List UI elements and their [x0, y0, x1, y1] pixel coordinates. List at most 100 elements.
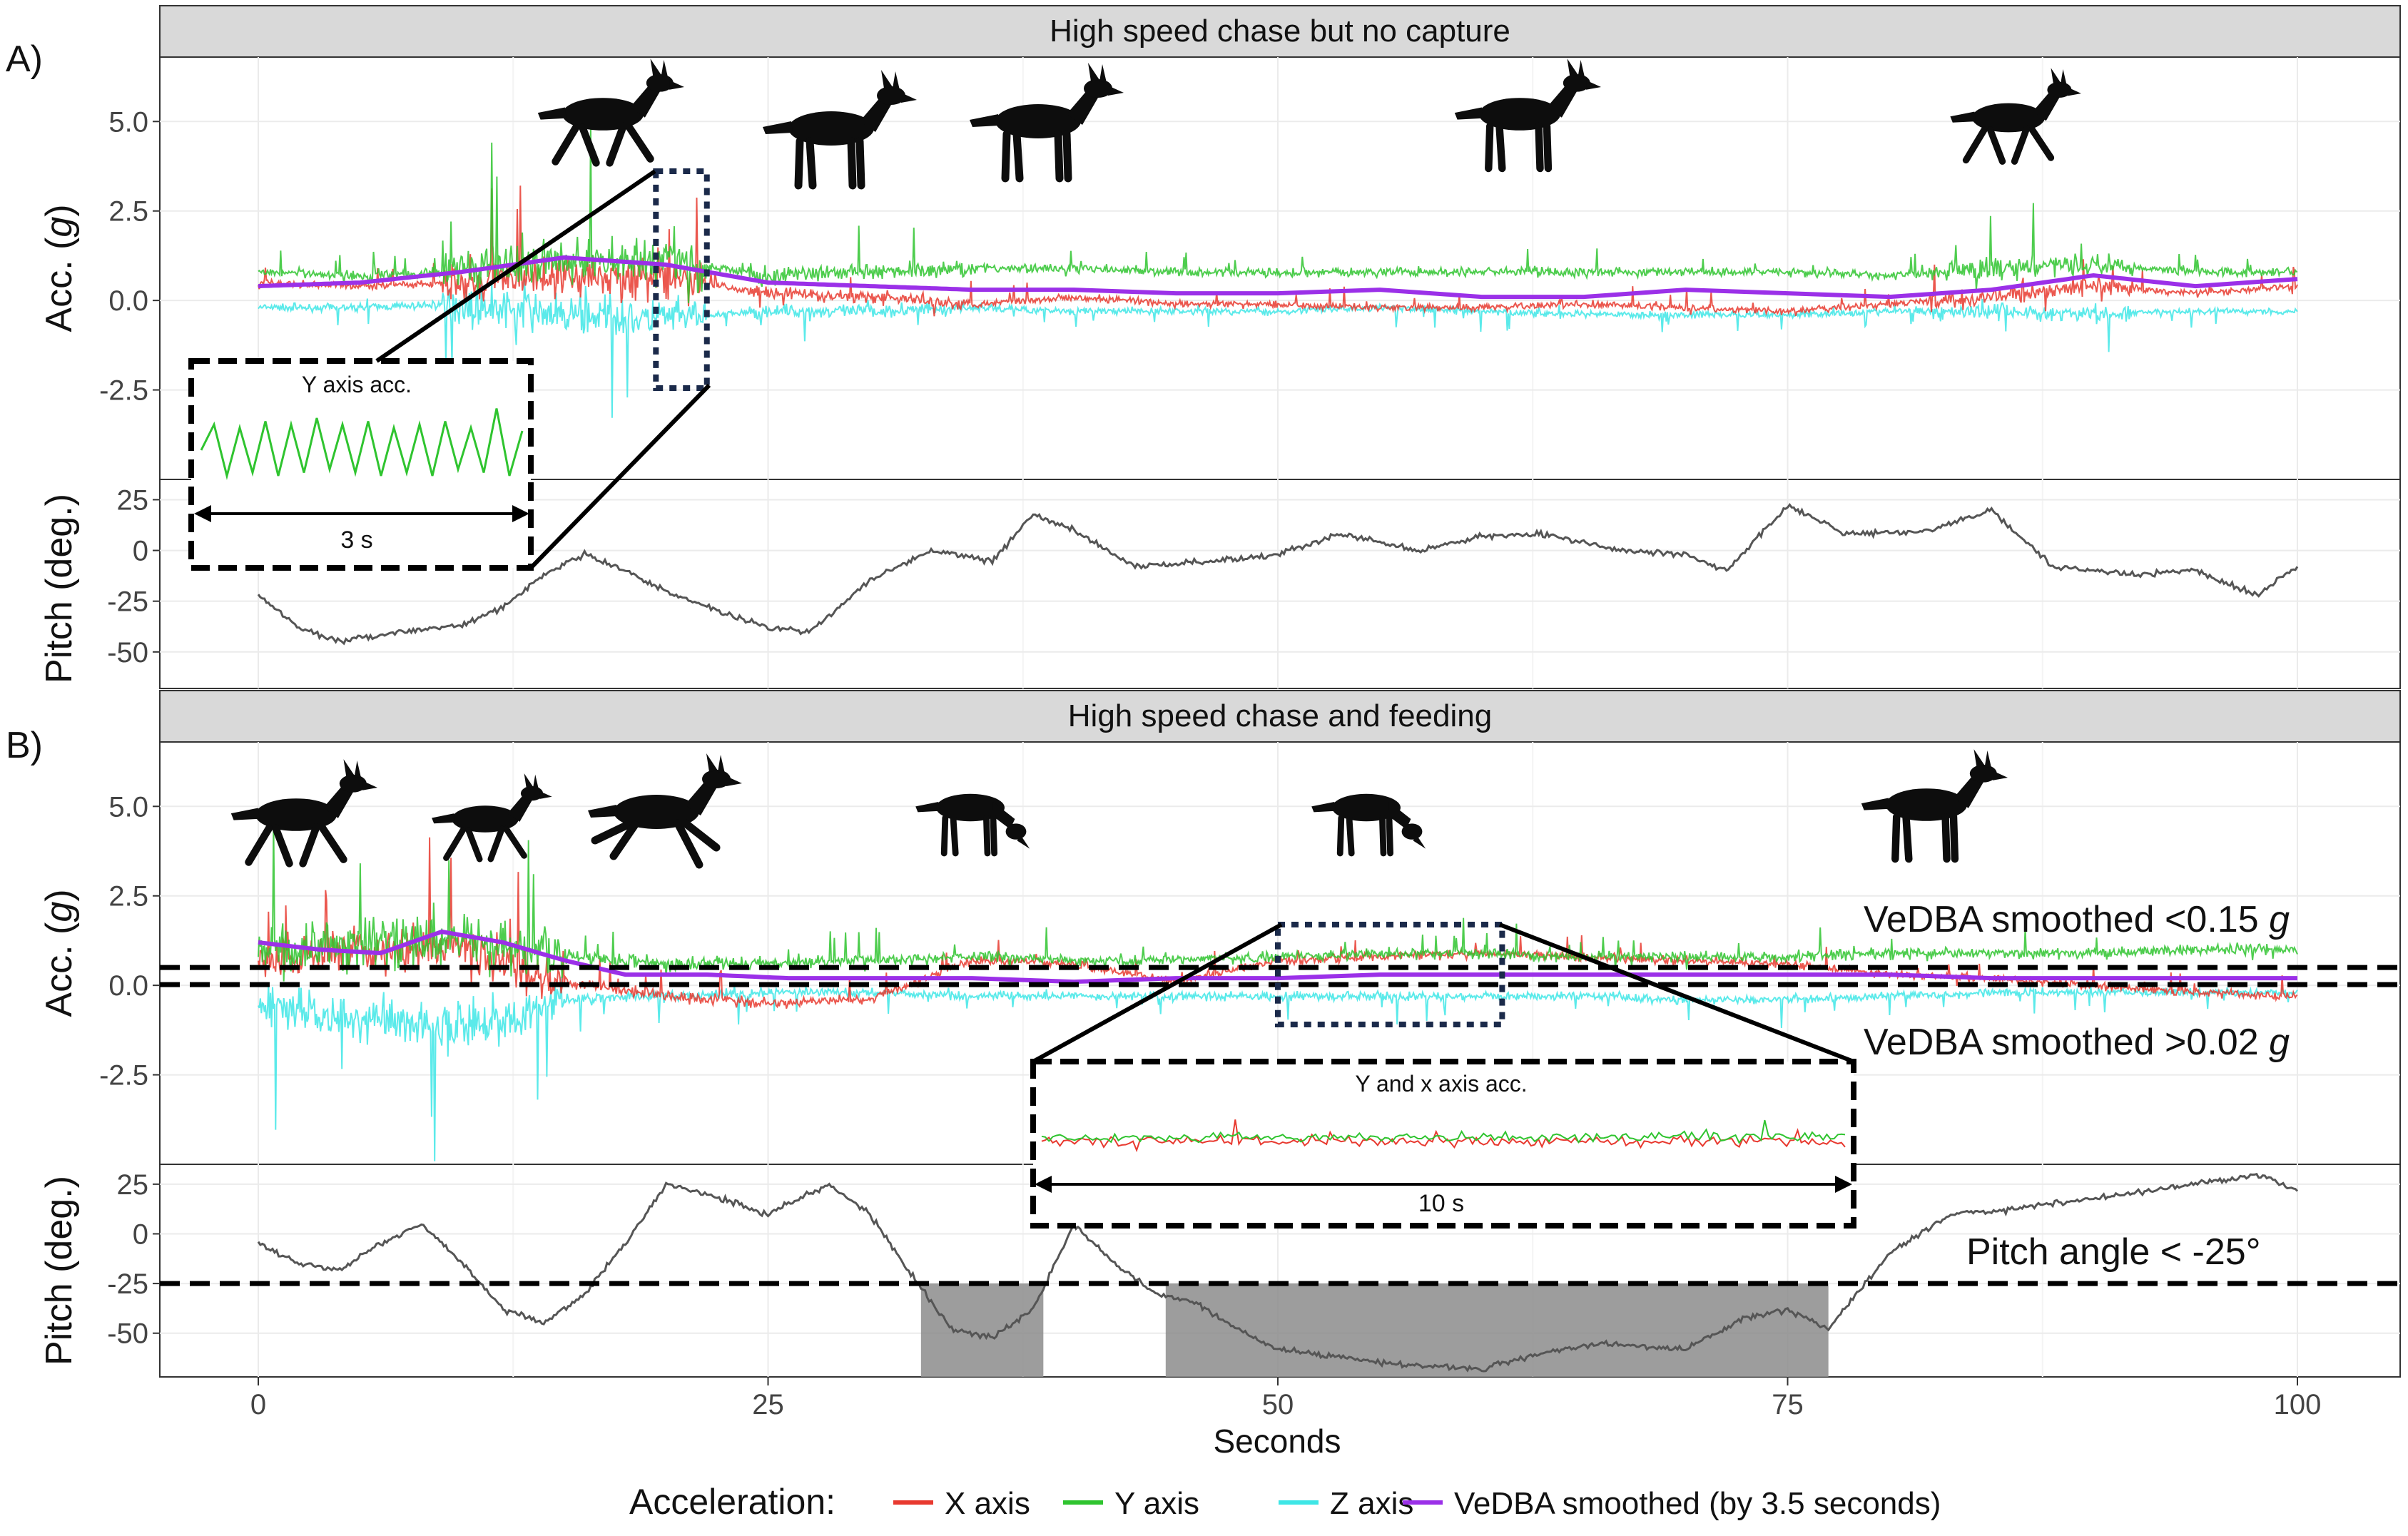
dog-leg [1941, 813, 1951, 863]
dog-leg [1386, 815, 1394, 857]
x-ticks: 0 25 50 75 100 [250, 1377, 2322, 1420]
dog-walking-icon [970, 63, 1124, 183]
dog-snout [1586, 80, 1601, 90]
dog-leg [1535, 122, 1544, 173]
y-tick-label: -50 [107, 637, 148, 668]
legend-item-label: X axis [945, 1486, 1030, 1521]
threshold-label-upper: VeDBA smoothed <0.15 g [1864, 899, 2290, 940]
dog-ear [661, 60, 669, 78]
dog-tail [432, 813, 455, 824]
dog-running-icon [432, 773, 552, 863]
dog-snout [2068, 87, 2081, 96]
dog-ear [1973, 749, 1985, 767]
threshold-label-pitch: Pitch angle < -25° [1966, 1231, 2261, 1273]
dog-ear [343, 759, 355, 777]
dog-snout [1108, 86, 1124, 96]
dog-leg [552, 123, 580, 166]
x-tick-label: 0 [250, 1389, 266, 1420]
dog-ear [1578, 60, 1585, 78]
pitch-line-b [257, 1172, 2299, 1373]
y-tick-label: 0.0 [108, 970, 148, 1002]
dog-running-icon [230, 759, 377, 868]
dog-neck [630, 83, 663, 118]
x-tick-label: 100 [2274, 1389, 2322, 1420]
inset-x-axis-trace [1041, 1119, 1846, 1153]
dog-standing-icon [1454, 59, 1601, 173]
dog-ear [2051, 68, 2061, 84]
dog-leg [1346, 815, 1355, 857]
dog-leg [245, 824, 273, 866]
dog-head [646, 73, 674, 92]
dog-ear [893, 71, 900, 90]
dog-leg [1379, 815, 1387, 857]
dog-leg [1495, 122, 1506, 173]
dog-ear [718, 755, 725, 773]
y-ticks-a-pitch: 25 0 -25 -50 [107, 484, 160, 668]
dog-leg [855, 137, 865, 190]
arrow-head-left [194, 505, 211, 522]
y-tick-label: 2.5 [108, 881, 148, 912]
dog-leg [806, 137, 817, 190]
y-tick-label: 25 [117, 1169, 149, 1201]
dog-walking-icon [763, 70, 917, 190]
dog-head [1005, 823, 1027, 840]
pitch-series [257, 502, 2299, 646]
dog-leg [1054, 130, 1064, 183]
dog-leg [503, 825, 527, 859]
dog-leg [272, 824, 293, 868]
zoom-box-b [1275, 922, 1505, 1027]
dog-leg [950, 815, 959, 857]
dog-ear [1984, 751, 1992, 768]
z-axis-series [258, 278, 2298, 418]
vedba-smoothed-series [258, 255, 2298, 300]
inset-y-axis-trace [1041, 1119, 1846, 1144]
y-tick-label: 5.0 [108, 106, 148, 138]
dog-leg [847, 137, 857, 190]
dog-leg [591, 820, 632, 845]
dog-snout [901, 93, 917, 103]
dog-body [562, 98, 644, 131]
inset-duration-a: 3 s [340, 527, 372, 554]
dog-snout [539, 791, 552, 799]
dog-snout [726, 776, 742, 786]
dog-neck [323, 784, 356, 818]
dog-ear [354, 761, 362, 778]
dog-ear [1088, 63, 1099, 81]
x-tick-label: 25 [752, 1389, 784, 1420]
x-axis-series [258, 185, 2298, 317]
dog-body [1479, 98, 1560, 131]
y-axis-series [258, 821, 2298, 982]
inset-title-b: Y and x axis acc. [1355, 1071, 1527, 1097]
dog-leg [1986, 126, 2006, 165]
zoom-callout-b: Y and x axis acc. 10 s [1030, 922, 1856, 1229]
dog-tail [588, 805, 618, 818]
panel-label-b: B) [6, 725, 43, 766]
dog-leg [1336, 815, 1345, 857]
y-tick-label: 0 [133, 536, 148, 567]
dog-leg [1543, 122, 1553, 173]
dog-feeding-icon [915, 793, 1030, 857]
dog-leg [443, 827, 467, 861]
dog-ear [524, 773, 534, 788]
dog-leg [2011, 125, 2031, 165]
zoom-connector [375, 169, 656, 363]
dog-ear [706, 753, 718, 772]
dog-running-icon [1950, 68, 2081, 165]
dog-neck [507, 793, 534, 822]
dog-body [1886, 788, 1967, 821]
inset-duration-b: 10 s [1418, 1190, 1464, 1217]
dog-tail [1861, 798, 1890, 810]
dog-leg [317, 823, 347, 863]
dog-tail [1950, 111, 1976, 123]
dog-leg [624, 122, 654, 163]
legend-item-label: Z axis [1330, 1486, 1413, 1521]
dog-tail [970, 114, 1000, 127]
dog-head [1084, 79, 1112, 98]
dog-leg [679, 818, 721, 852]
y-tick-label: -25 [107, 1268, 148, 1300]
dog-leg [990, 815, 998, 857]
dog-leg [579, 123, 600, 167]
dog-neck [1954, 774, 1986, 808]
dog-head [339, 774, 367, 793]
dog-leg [465, 827, 483, 863]
